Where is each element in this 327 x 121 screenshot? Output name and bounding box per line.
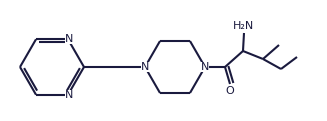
- Text: N: N: [141, 62, 149, 72]
- Text: H₂N: H₂N: [233, 21, 255, 31]
- Text: N: N: [65, 90, 73, 100]
- Text: N: N: [201, 62, 209, 72]
- Text: N: N: [65, 34, 73, 44]
- Text: O: O: [226, 86, 234, 96]
